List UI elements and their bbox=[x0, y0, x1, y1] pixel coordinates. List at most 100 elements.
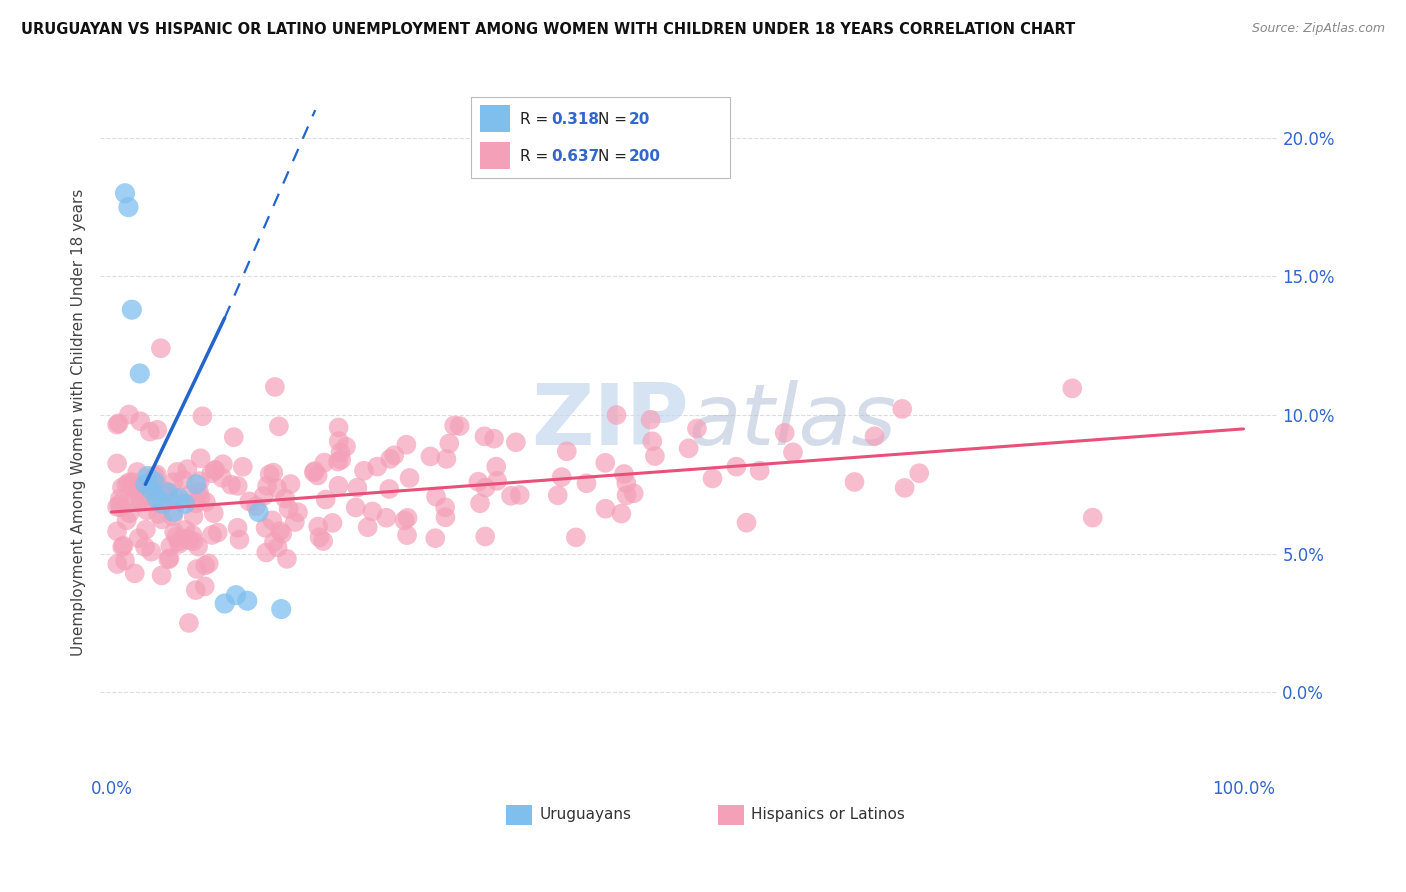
Point bbox=[547, 488, 569, 502]
Point bbox=[107, 417, 129, 431]
Point bbox=[361, 504, 384, 518]
Point bbox=[595, 501, 617, 516]
Point bbox=[157, 485, 180, 500]
Point bbox=[308, 530, 330, 544]
Point bbox=[134, 477, 156, 491]
Point bbox=[702, 471, 724, 485]
Point bbox=[112, 539, 135, 553]
Point bbox=[254, 545, 277, 559]
Point bbox=[190, 451, 212, 466]
Point bbox=[396, 511, 419, 525]
Point bbox=[165, 530, 187, 544]
Point bbox=[141, 545, 163, 559]
Point bbox=[449, 419, 471, 434]
Point bbox=[228, 533, 250, 547]
Point bbox=[202, 506, 225, 520]
Text: R =: R = bbox=[520, 112, 554, 127]
Point bbox=[186, 477, 208, 491]
Point bbox=[184, 583, 207, 598]
Point bbox=[194, 495, 217, 509]
Point bbox=[474, 481, 496, 495]
Point bbox=[499, 489, 522, 503]
Point bbox=[191, 409, 214, 424]
Point bbox=[146, 478, 169, 492]
Point bbox=[232, 459, 254, 474]
Point bbox=[346, 481, 368, 495]
Point bbox=[204, 463, 226, 477]
Point bbox=[382, 448, 405, 462]
Point bbox=[555, 444, 578, 458]
Y-axis label: Unemployment Among Women with Children Under 18 years: Unemployment Among Women with Children U… bbox=[72, 188, 86, 656]
Point bbox=[148, 496, 170, 510]
Point bbox=[146, 423, 169, 437]
Point bbox=[114, 186, 136, 201]
Point bbox=[474, 529, 496, 543]
Point bbox=[468, 496, 491, 510]
Point bbox=[115, 513, 138, 527]
Point bbox=[159, 551, 181, 566]
Point bbox=[212, 457, 235, 471]
Point bbox=[186, 562, 208, 576]
Point bbox=[135, 503, 157, 517]
Text: N =: N = bbox=[598, 112, 631, 127]
Point bbox=[357, 520, 380, 534]
Point bbox=[118, 506, 141, 520]
Point bbox=[264, 380, 287, 394]
Point bbox=[328, 479, 350, 493]
Point bbox=[550, 470, 572, 484]
Point bbox=[844, 475, 866, 489]
Point bbox=[183, 509, 205, 524]
Point bbox=[891, 401, 914, 416]
Point bbox=[128, 367, 150, 381]
Point bbox=[111, 540, 134, 554]
Point bbox=[121, 302, 143, 317]
Point bbox=[108, 497, 131, 511]
Point bbox=[110, 500, 132, 515]
Point bbox=[321, 516, 343, 530]
Point bbox=[139, 425, 162, 439]
Point bbox=[150, 568, 173, 582]
Point bbox=[187, 540, 209, 554]
Point bbox=[222, 430, 245, 444]
Point bbox=[226, 479, 249, 493]
Point bbox=[274, 491, 297, 506]
Point bbox=[329, 445, 352, 459]
Point bbox=[284, 515, 307, 529]
Point bbox=[114, 553, 136, 567]
Point bbox=[134, 488, 156, 502]
Point bbox=[434, 500, 457, 515]
Point bbox=[146, 467, 169, 482]
Point bbox=[105, 500, 128, 514]
Point bbox=[225, 588, 247, 602]
Point bbox=[302, 466, 325, 480]
Point bbox=[219, 478, 242, 492]
Point bbox=[908, 467, 931, 481]
Point bbox=[263, 535, 285, 549]
Point bbox=[157, 552, 180, 566]
Point bbox=[610, 507, 633, 521]
Point bbox=[190, 491, 212, 505]
Point bbox=[174, 497, 197, 511]
Point bbox=[118, 408, 141, 422]
Point bbox=[616, 488, 638, 502]
Point bbox=[121, 482, 143, 496]
Point bbox=[266, 541, 288, 555]
Point bbox=[474, 429, 496, 443]
Point bbox=[247, 505, 270, 519]
Point bbox=[105, 557, 128, 571]
Point bbox=[326, 454, 349, 468]
Point bbox=[304, 464, 326, 478]
Point bbox=[394, 513, 416, 527]
Point bbox=[314, 456, 336, 470]
Point bbox=[142, 482, 165, 496]
Point bbox=[245, 499, 267, 513]
Point bbox=[266, 481, 288, 495]
Point bbox=[167, 537, 190, 551]
Point bbox=[150, 497, 173, 511]
Text: 20: 20 bbox=[628, 112, 650, 127]
Point bbox=[271, 526, 294, 541]
Point bbox=[396, 528, 419, 542]
Point bbox=[226, 521, 249, 535]
Point bbox=[748, 464, 770, 478]
Point bbox=[143, 475, 166, 489]
